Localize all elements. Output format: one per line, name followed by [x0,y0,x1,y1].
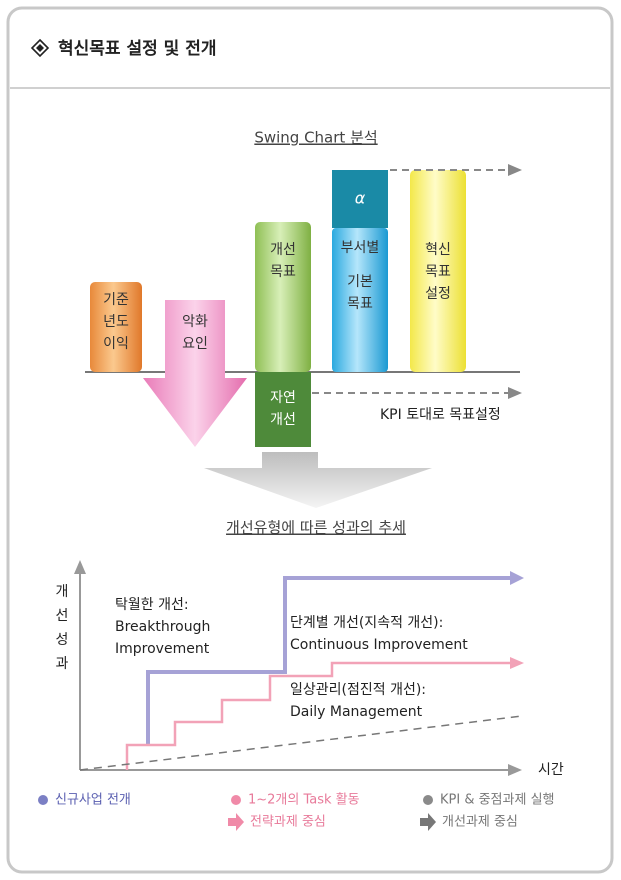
line-label: Breakthrough [115,619,210,635]
y-axis-label: 과 [56,656,69,672]
cylinder-label: 혁신 [425,242,451,258]
y-axis-label: 선 [56,608,69,624]
legend-text: 신규사업 전개 [55,793,131,808]
section-title: 개선유형에 따른 성과의 추세 [226,519,406,537]
legend-dot [423,795,433,805]
legend-dot [231,795,241,805]
cylinder-label: 기본 [347,274,373,290]
cylinder-label: 이익 [103,336,129,352]
cylinder-label: 부서별 [341,240,380,256]
arrow-label: 요인 [182,336,208,352]
line-label: Daily Management [290,704,423,720]
legend-text: 개선과제 중심 [442,815,518,830]
line-label: 일상관리(점진적 개선): [290,682,426,698]
block-label: 자연 [270,390,296,406]
line-label: 탁월한 개선: [115,597,189,613]
cylinder-label: 기준 [103,292,129,308]
diagram: 혁신목표 설정 및 전개 Swing Chart 분석 개선유형에 따른 성과의… [0,0,621,880]
natural-block [255,372,311,447]
block-label: 개선 [270,412,296,428]
line-label: 단계별 개선(지속적 개선): [290,615,443,631]
line-label: Improvement [115,641,210,657]
y-axis-label: 개 [56,584,69,600]
alpha-label: α [355,189,366,208]
legend-text: 전략과제 중심 [250,815,326,830]
y-axis-label: 성 [56,632,69,648]
section-title: Swing Chart 분석 [254,129,377,147]
legend-dot [38,795,48,805]
cylinder-label: 목표 [270,264,296,280]
note: KPI 토대로 목표설정 [380,407,501,423]
cylinder-label: 설정 [425,286,451,302]
cylinder-label: 개선 [270,242,296,258]
line-label: Continuous Improvement [290,637,468,653]
x-axis-label: 시간 [538,762,564,778]
legend-text: KPI & 중점과제 실행 [440,792,555,808]
cylinder-label: 년도 [103,314,129,330]
arrow-label: 악화 [182,314,208,330]
cylinder-label: 목표 [347,296,373,312]
cylinder-label: 목표 [425,264,451,280]
title: 혁신목표 설정 및 전개 [58,38,217,59]
legend-text: 1~2개의 Task 활동 [248,793,360,808]
